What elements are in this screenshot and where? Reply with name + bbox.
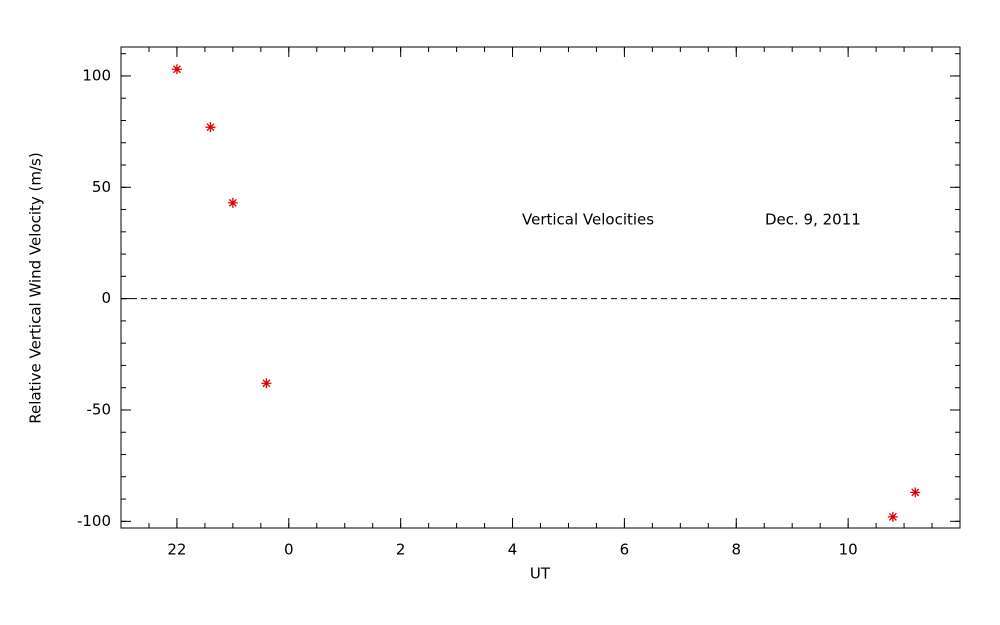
x-tick-label: 8 — [731, 541, 741, 559]
annotation: Vertical Velocities — [522, 211, 654, 229]
y-tick-label: 50 — [92, 178, 111, 196]
data-point — [227, 197, 238, 208]
x-axis-label: UT — [530, 565, 551, 583]
x-tick-label: 6 — [620, 541, 630, 559]
annotation: Dec. 9, 2011 — [765, 211, 861, 229]
data-point — [205, 122, 216, 133]
x-tick-label: 0 — [284, 541, 294, 559]
data-point — [887, 511, 898, 522]
x-tick-label: 2 — [396, 541, 406, 559]
y-tick-label: -100 — [77, 512, 111, 530]
y-tick-label: 100 — [82, 66, 111, 84]
data-point — [261, 378, 272, 389]
plot-frame — [120, 46, 961, 529]
data-point — [171, 64, 182, 75]
data-point — [910, 487, 921, 498]
x-tick-label: 10 — [839, 541, 858, 559]
y-axis-label: Relative Vertical Wind Velocity (m/s) — [27, 152, 45, 423]
x-tick-label: 22 — [167, 541, 186, 559]
x-tick-label: 4 — [508, 541, 518, 559]
y-tick-label: 0 — [101, 289, 111, 307]
y-tick-label: -50 — [87, 400, 112, 418]
